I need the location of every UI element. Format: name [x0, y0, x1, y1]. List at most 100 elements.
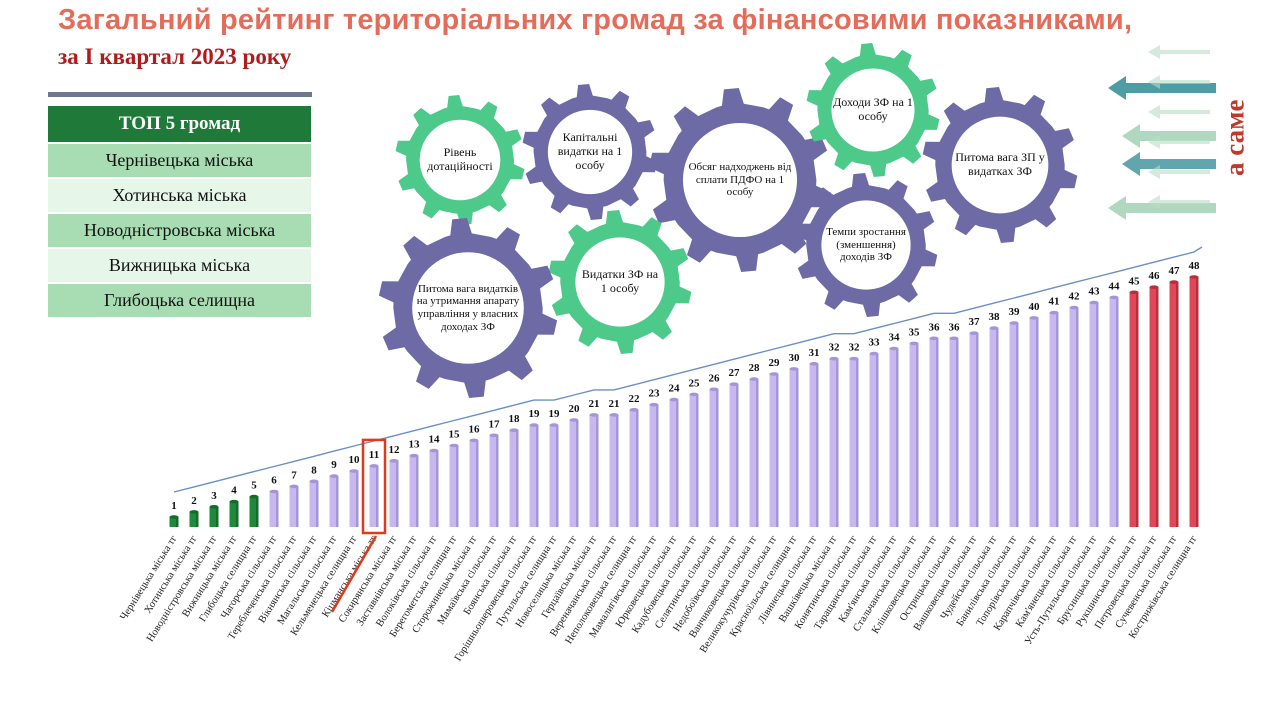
bar-cap: [989, 326, 999, 330]
bar-shade: [676, 399, 679, 527]
bar-cap: [829, 356, 839, 361]
bar: [1089, 302, 1099, 527]
bar-shade: [296, 486, 299, 527]
bar-cap: [1049, 310, 1059, 315]
bar-cap: [369, 464, 379, 468]
bar-value-label: 41: [1049, 296, 1060, 308]
bar: [889, 348, 899, 527]
bar-shade: [976, 333, 979, 527]
bar-value-label: 14: [429, 434, 441, 446]
top5-item: Хотинська міська: [48, 179, 311, 212]
bar-value-label: 21: [609, 398, 620, 410]
highlight-frame: [361, 438, 387, 535]
bar-value-label: 15: [449, 429, 461, 441]
bar: [629, 409, 639, 527]
bar-cap: [549, 423, 559, 427]
bar-cap: [349, 469, 359, 473]
bar-shade: [516, 430, 519, 527]
bar-shade: [896, 348, 899, 527]
bar-cap: [649, 402, 659, 407]
bar-cap: [529, 423, 539, 427]
bar-cap: [589, 413, 599, 417]
bar-value-label: 11: [369, 449, 379, 461]
bar-value-label: 37: [969, 316, 981, 328]
bar-cap: [789, 367, 799, 371]
gear-hub: [951, 116, 1049, 214]
bar-shade: [276, 491, 279, 527]
bar-value-label: 29: [769, 357, 781, 369]
bar-value-label: 19: [529, 408, 541, 420]
bar: [449, 445, 459, 527]
bar-shade: [456, 445, 459, 527]
top5-item: Глибоцька селищна: [48, 284, 311, 317]
bar-cap: [809, 362, 819, 366]
bar-cap: [609, 413, 619, 417]
bar: [209, 506, 219, 527]
bar-shade: [1076, 307, 1079, 527]
bar-cap: [489, 433, 499, 438]
gear-hub: [412, 252, 524, 364]
bar: [769, 374, 779, 527]
bar-cap: [709, 387, 719, 392]
bar-shade: [356, 471, 359, 527]
bar-value-label: 32: [829, 342, 841, 354]
bar: [169, 517, 179, 527]
bar: [1009, 323, 1019, 527]
bar: [349, 471, 359, 527]
bar-cap: [849, 356, 859, 361]
bar-value-label: 20: [569, 403, 581, 415]
bar: [809, 363, 819, 527]
bar-value-label: 35: [909, 326, 921, 338]
gear-label: Рівень дотаційності: [427, 145, 493, 173]
bar-value-label: 38: [989, 311, 1001, 323]
bar-value-label: 21: [589, 398, 600, 410]
bar-shade: [816, 363, 819, 527]
bar-value-label: 40: [1029, 301, 1041, 313]
trend-envelope-line: [173, 246, 1203, 493]
bar-cap: [629, 408, 639, 412]
bar-value-label: 10: [349, 454, 361, 466]
bar: [589, 414, 599, 527]
bar-cap: [309, 479, 319, 484]
bar-value-label: 34: [889, 332, 901, 344]
bar-cap: [869, 351, 879, 356]
bar-value-label: 24: [669, 383, 681, 395]
bar: [949, 338, 959, 527]
bar-shade: [1176, 282, 1179, 527]
bar-shade: [836, 358, 839, 527]
bar-cap: [509, 428, 519, 433]
bar-cap: [1129, 290, 1139, 295]
gear-hub: [419, 119, 501, 201]
bar-shade: [756, 379, 759, 527]
bar-cap: [1149, 285, 1159, 290]
bar-value-label: 3: [211, 490, 217, 502]
bar-cap: [449, 443, 459, 448]
bar-shade: [1056, 312, 1059, 527]
bar: [729, 384, 739, 527]
bar-cap: [929, 336, 939, 341]
bar-value-label: 6: [271, 475, 277, 487]
bar-value-label: 1: [171, 500, 177, 512]
bar-value-label: 22: [629, 393, 641, 405]
bar: [749, 379, 759, 527]
bar-value-label: 42: [1069, 291, 1081, 303]
bar: [989, 328, 999, 527]
bar: [829, 358, 839, 527]
arrow-left-icon: [1122, 124, 1216, 148]
bar: [1189, 277, 1199, 527]
bar-value-label: 45: [1129, 275, 1141, 287]
bar-value-label: 19: [549, 408, 561, 420]
bar: [709, 389, 719, 527]
bar-shade: [256, 496, 259, 527]
bar-cap: [1009, 321, 1019, 325]
bar: [249, 496, 259, 527]
gear-hub: [682, 122, 798, 238]
bar-cap: [1169, 280, 1179, 284]
bar-cap: [909, 341, 919, 346]
bar: [1169, 282, 1179, 527]
bar-value-label: 7: [291, 469, 297, 481]
bar: [389, 460, 399, 527]
bar-cap: [469, 438, 479, 443]
arrow-left-icon: [1148, 135, 1210, 149]
bar-cap: [1109, 295, 1119, 300]
